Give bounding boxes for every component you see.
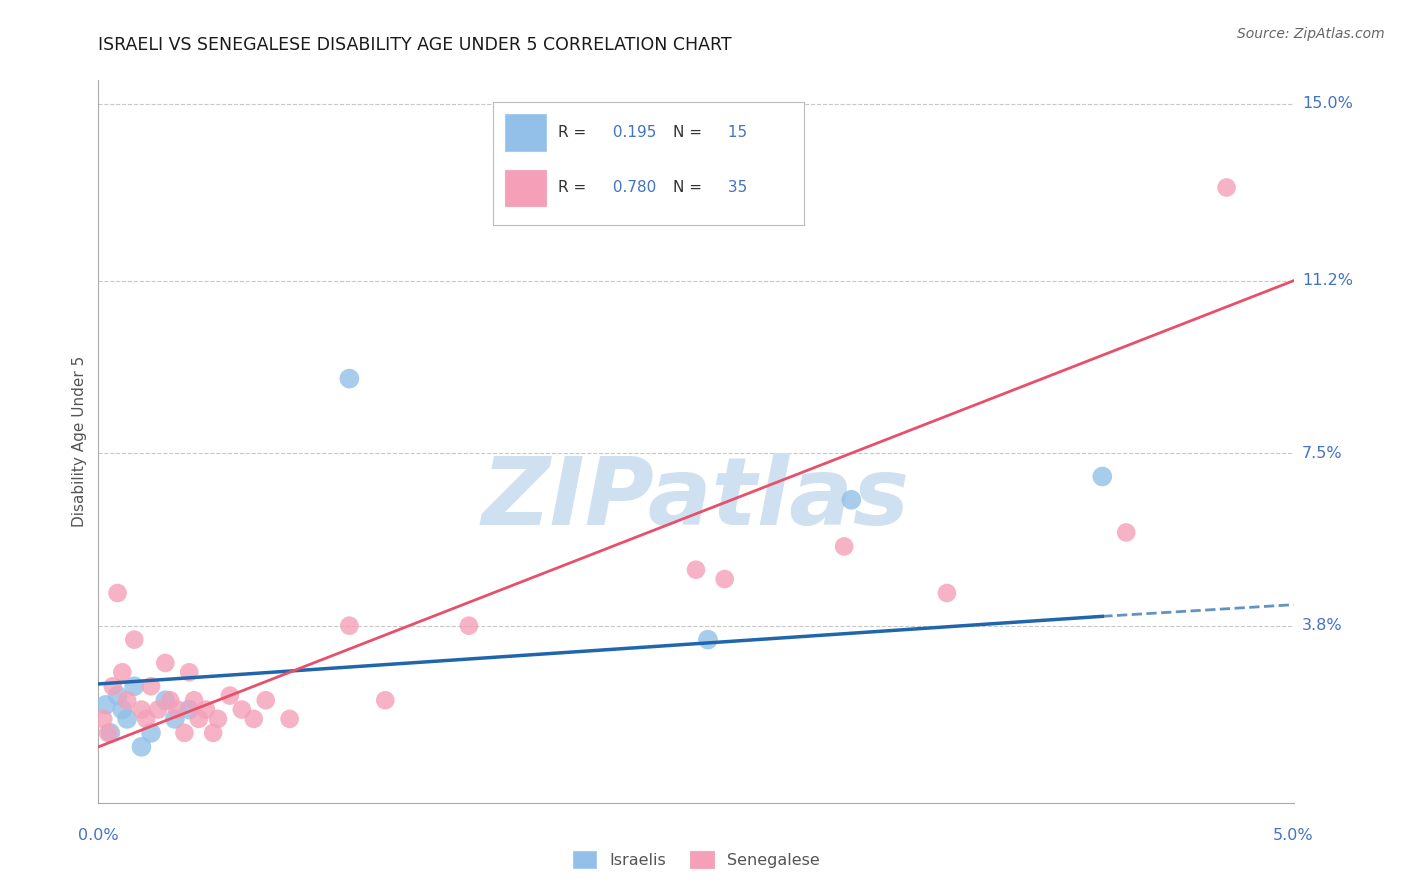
Point bbox=[179, 665, 201, 680]
Point bbox=[135, 712, 157, 726]
Point bbox=[219, 689, 242, 703]
Point bbox=[1115, 525, 1137, 540]
Point bbox=[697, 632, 720, 647]
Point bbox=[101, 679, 124, 693]
Point bbox=[202, 726, 225, 740]
Point bbox=[179, 702, 201, 716]
Text: Source: ZipAtlas.com: Source: ZipAtlas.com bbox=[1237, 27, 1385, 41]
Point bbox=[111, 665, 134, 680]
Point bbox=[278, 712, 301, 726]
Text: 5.0%: 5.0% bbox=[1274, 828, 1313, 843]
Point bbox=[139, 679, 162, 693]
Point bbox=[841, 492, 863, 507]
Point bbox=[1091, 469, 1114, 483]
Point bbox=[458, 618, 481, 632]
Point bbox=[685, 563, 707, 577]
Text: 7.5%: 7.5% bbox=[1302, 446, 1343, 460]
Point bbox=[107, 689, 129, 703]
Y-axis label: Disability Age Under 5: Disability Age Under 5 bbox=[72, 356, 87, 527]
Point bbox=[166, 702, 188, 716]
Point bbox=[159, 693, 181, 707]
Point bbox=[131, 702, 153, 716]
Point bbox=[195, 702, 218, 716]
Point bbox=[254, 693, 277, 707]
Point bbox=[148, 702, 170, 716]
Point bbox=[94, 698, 117, 712]
Point bbox=[163, 712, 186, 726]
Point bbox=[91, 712, 114, 726]
Point bbox=[207, 712, 229, 726]
Point bbox=[124, 632, 146, 647]
Point bbox=[111, 702, 134, 716]
Text: 11.2%: 11.2% bbox=[1302, 273, 1353, 288]
Point bbox=[124, 679, 146, 693]
Point bbox=[97, 726, 120, 740]
Text: 0.0%: 0.0% bbox=[79, 828, 118, 843]
Point bbox=[231, 702, 253, 716]
Point bbox=[374, 693, 396, 707]
Point bbox=[155, 656, 177, 670]
Text: ZIPatlas: ZIPatlas bbox=[482, 453, 910, 545]
Text: ISRAELI VS SENEGALESE DISABILITY AGE UNDER 5 CORRELATION CHART: ISRAELI VS SENEGALESE DISABILITY AGE UND… bbox=[98, 36, 733, 54]
Legend: Israelis, Senegalese: Israelis, Senegalese bbox=[567, 845, 825, 874]
Point bbox=[339, 618, 361, 632]
Point bbox=[139, 726, 162, 740]
Point bbox=[115, 693, 138, 707]
Point bbox=[115, 712, 138, 726]
Text: 3.8%: 3.8% bbox=[1302, 618, 1343, 633]
Point bbox=[98, 726, 122, 740]
Point bbox=[1215, 180, 1237, 194]
Point bbox=[713, 572, 735, 586]
Point bbox=[107, 586, 129, 600]
Point bbox=[131, 739, 153, 754]
Point bbox=[183, 693, 205, 707]
Point bbox=[173, 726, 195, 740]
Text: 15.0%: 15.0% bbox=[1302, 96, 1353, 112]
Point bbox=[187, 712, 209, 726]
Point bbox=[243, 712, 266, 726]
Point bbox=[936, 586, 959, 600]
Point bbox=[832, 540, 855, 554]
Point bbox=[339, 371, 361, 385]
Point bbox=[155, 693, 177, 707]
